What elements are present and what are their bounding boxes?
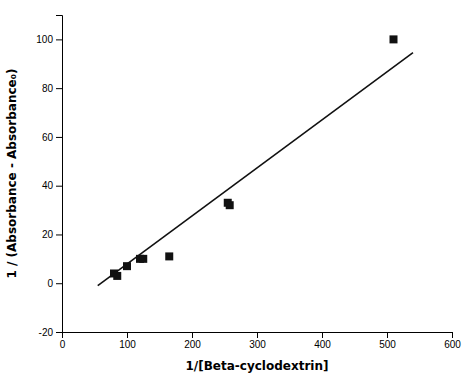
x-axis: 0 100 200 300 400 500 600 xyxy=(60,332,462,350)
x-tick-mark xyxy=(387,332,388,338)
y-tick: 20 xyxy=(42,229,62,240)
y-tick-label: 100 xyxy=(36,34,53,45)
x-tick-label: 500 xyxy=(379,339,396,350)
y-tick: 100 xyxy=(36,34,62,45)
x-tick: 600 xyxy=(444,332,461,350)
y-tick-mark xyxy=(56,137,62,138)
y-tick: 60 xyxy=(42,132,62,143)
point xyxy=(139,255,147,263)
x-tick-label: 200 xyxy=(184,339,201,350)
x-tick-mark xyxy=(322,332,323,338)
y-tick-label: -20 xyxy=(39,327,54,338)
x-axis-title: 1/[Beta-cyclodextrin] xyxy=(186,359,329,373)
y-tick: 80 xyxy=(42,83,62,94)
x-tick: 100 xyxy=(119,332,136,350)
y-tick: 0 xyxy=(47,278,62,289)
marks xyxy=(98,35,413,285)
x-tick-label: 600 xyxy=(444,339,461,350)
point xyxy=(165,252,173,260)
chart: 0 100 200 300 400 500 600 -20 0 20 40 60 80 100 1/[Bet… xyxy=(0,0,474,380)
x-tick: 500 xyxy=(379,332,396,350)
y-axis-title: 1 / (Absorbance - Absorbance₀) xyxy=(5,69,19,279)
x-tick-label: 0 xyxy=(60,339,66,350)
x-tick: 300 xyxy=(249,332,266,350)
y-axis: -20 0 20 40 60 80 100 xyxy=(36,16,62,338)
y-tick-label: 0 xyxy=(47,278,53,289)
y-tick-mark xyxy=(56,234,62,235)
x-tick-label: 100 xyxy=(119,339,136,350)
point xyxy=(390,35,398,43)
x-tick-mark xyxy=(452,332,453,338)
y-tick: -20 xyxy=(39,327,62,338)
y-tick-label: 20 xyxy=(42,229,54,240)
x-tick-label: 300 xyxy=(249,339,266,350)
y-tick-label: 80 xyxy=(42,83,54,94)
x-tick: 0 xyxy=(60,332,66,350)
x-tick: 200 xyxy=(184,332,201,350)
x-tick-mark xyxy=(192,332,193,338)
x-tick-label: 400 xyxy=(314,339,331,350)
y-tick-mark xyxy=(56,39,62,40)
y-tick-mark xyxy=(56,88,62,89)
point xyxy=(226,201,234,209)
y-tick-label: 60 xyxy=(42,132,54,143)
x-tick-mark xyxy=(127,332,128,338)
y-tick: 40 xyxy=(42,180,62,191)
plot: 0 100 200 300 400 500 600 -20 0 20 40 60 80 100 xyxy=(36,16,461,351)
y-tick-label: 40 xyxy=(42,180,54,191)
y-axis-line xyxy=(56,16,63,333)
x-tick: 400 xyxy=(314,332,331,350)
x-axis-line xyxy=(63,333,453,339)
y-tick-mark xyxy=(56,283,62,284)
y-tick-mark xyxy=(56,186,62,187)
fit-line xyxy=(98,53,413,286)
y-tick-mark xyxy=(56,332,62,333)
x-tick-mark xyxy=(257,332,258,338)
